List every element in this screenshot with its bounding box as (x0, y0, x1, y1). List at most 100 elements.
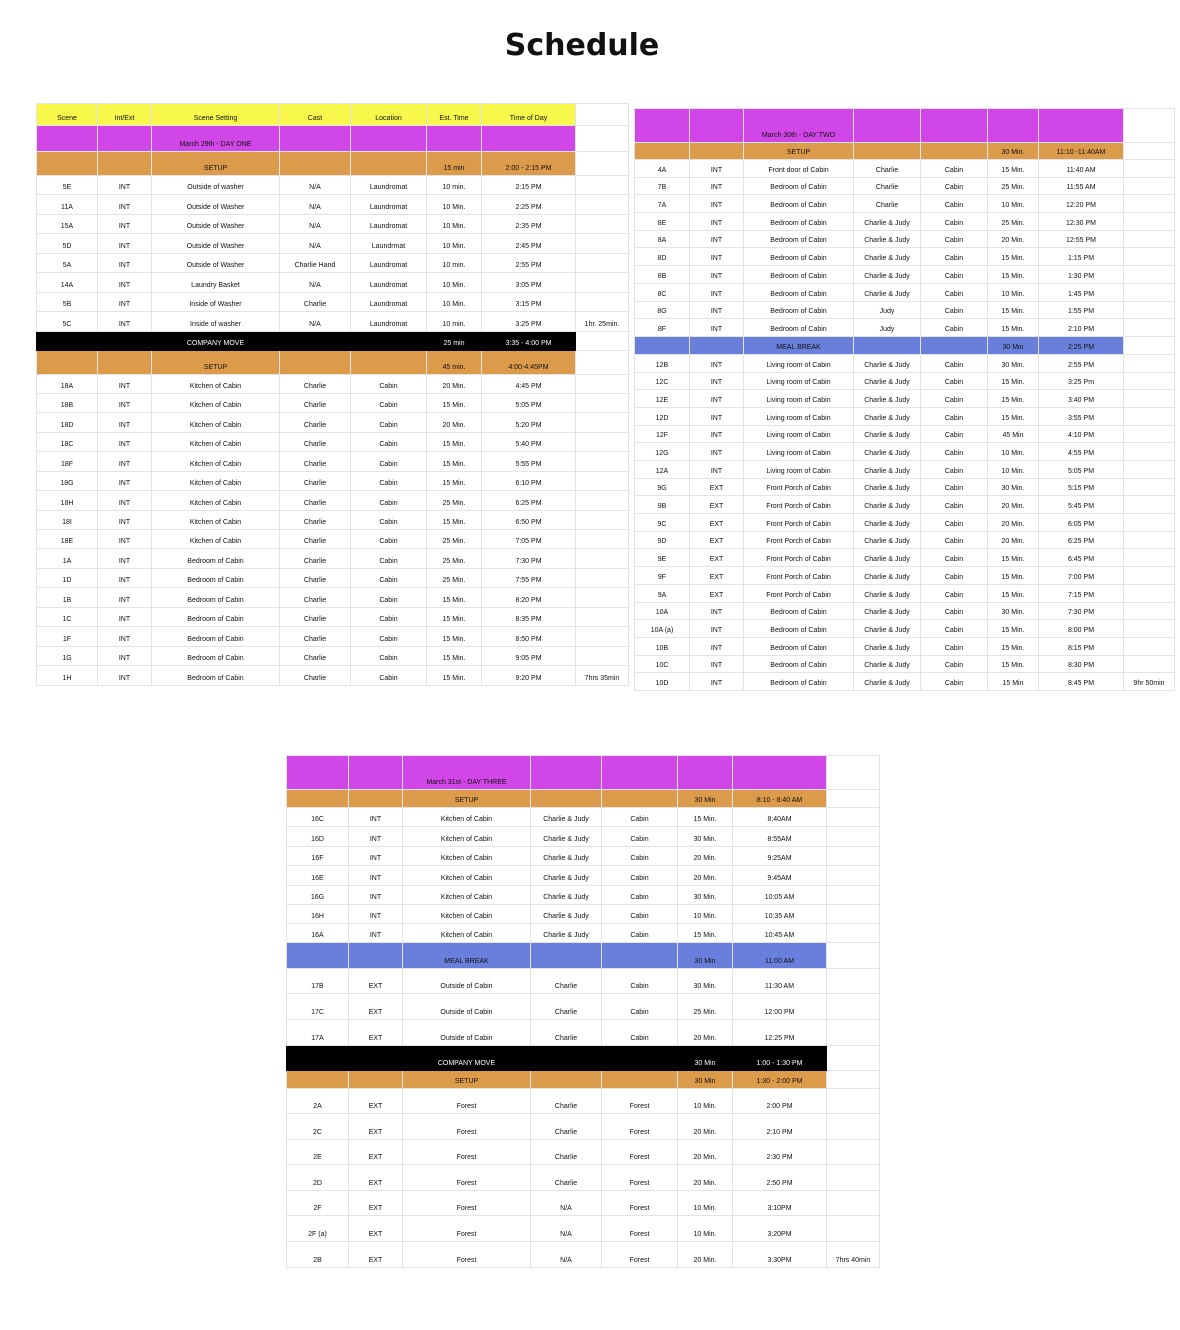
empty-cell (732, 755, 827, 790)
scene-setting: Bedroom of Cabin (151, 626, 280, 647)
cast: Charlie (530, 993, 602, 1020)
setup-label: SETUP (151, 151, 280, 176)
location: Cabin (350, 392, 427, 414)
scene-number: 2A (286, 1088, 349, 1114)
time-of-day: 2:10 PM (732, 1113, 827, 1140)
scene-setting: Bedroom of Cabin (743, 619, 854, 638)
scene-number: 12B (634, 353, 690, 373)
table-row: 8A INT Bedroom of Cabin Charlie & Judy Cabin… (634, 229, 1175, 249)
cast: Charlie (530, 1164, 602, 1191)
day-total: 9hr 50min (1123, 672, 1175, 691)
empty-cell (826, 993, 880, 1020)
cast: N/A (530, 1190, 602, 1216)
int-ext: INT (348, 923, 403, 943)
cast: Charlie & Judy (530, 807, 602, 827)
location: Cabin (350, 665, 427, 686)
cast: Charlie & Judy (853, 371, 921, 391)
empty-cell (575, 103, 629, 126)
int-ext: EXT (689, 477, 744, 497)
scene-setting: Forest (402, 1088, 531, 1114)
location: Cabin (920, 265, 988, 284)
location: Forest (601, 1241, 678, 1268)
table-row: 7B INT Bedroom of Cabin Charlie Cabin 25 Min.… (634, 176, 1175, 196)
time-of-day: 4:55 PM (1038, 442, 1124, 461)
location: Cabin (601, 865, 678, 886)
location: Cabin (920, 159, 988, 178)
time-of-day: 11:00 AM (732, 942, 827, 969)
location: Forest (601, 1113, 678, 1140)
table-row: 8B INT Bedroom of Cabin Charlie & Judy Cabin… (634, 265, 1175, 284)
est-time: 15 Min. (987, 566, 1039, 585)
scene-number: 12A (634, 460, 690, 479)
location: Cabin (350, 626, 427, 647)
cast: Charlie (279, 509, 351, 531)
column-header: Time of Day (481, 103, 576, 126)
table-row: 18C INT Kitchen of Cabin Charlie Cabin 15 Min… (36, 431, 629, 453)
scene-number: 1D (36, 567, 98, 589)
time-of-day: 8:00 PM (1038, 619, 1124, 638)
empty-cell (575, 431, 629, 453)
location: Cabin (350, 509, 427, 531)
empty-cell (826, 789, 880, 808)
location: Cabin (350, 606, 427, 628)
time-of-day: 1:15 PM (1038, 247, 1124, 267)
est-time: 15 min (426, 151, 482, 176)
est-time: 20 Min. (677, 1241, 733, 1268)
table-row: 9F EXT Front Porch of Cabin Charlie & Judy C… (634, 566, 1175, 585)
empty-cell (689, 142, 744, 160)
location: Cabin (920, 353, 988, 373)
table-row: 12B INT Living room of Cabin Charlie & Judy… (634, 353, 1175, 373)
day-label: March 29th - DAY ONE (151, 125, 280, 152)
time-of-day: 3:55 PM (1038, 406, 1124, 426)
setup-label: SETUP (743, 142, 854, 160)
int-ext: INT (689, 353, 744, 373)
cast: Charlie (279, 412, 351, 433)
location: Cabin (920, 583, 988, 603)
table-row: 15A INT Outside of Washer N/A Laundromat 10 M… (36, 213, 629, 235)
empty-cell (1123, 406, 1175, 426)
time-of-day: 5:40 PM (481, 431, 576, 453)
empty-cell (987, 108, 1039, 143)
scene-setting: Kitchen of Cabin (402, 846, 531, 866)
time-of-day: 12:55 PM (1038, 229, 1124, 249)
location: Cabin (350, 373, 427, 394)
scene-setting: Bedroom of Cabin (743, 636, 854, 656)
scene-setting: Laundry Basket (151, 272, 280, 293)
table-row: 18B INT Kitchen of Cabin Charlie Cabin 15 Min… (36, 392, 629, 414)
scene-number: 1C (36, 606, 98, 628)
time-of-day: 2:10 PM (1038, 318, 1124, 337)
cast: Charlie (279, 451, 351, 472)
cast: Charlie (279, 373, 351, 394)
est-time: 10 Min. (677, 1190, 733, 1216)
empty-cell (826, 1045, 880, 1071)
scene-number: 10B (634, 636, 690, 656)
empty-cell (530, 1070, 602, 1089)
int-ext: INT (689, 247, 744, 267)
empty-cell (1123, 353, 1175, 373)
empty-cell (575, 291, 629, 313)
int-ext: INT (689, 636, 744, 656)
scene-setting: Kitchen of Cabin (402, 923, 531, 943)
est-time: 25 Min. (426, 490, 482, 511)
table-row: 5B INT Inside of Washer Charlie Laundromat 10… (36, 291, 629, 313)
int-ext: INT (97, 606, 152, 628)
est-time: 30 Min (677, 1070, 733, 1089)
int-ext: INT (97, 548, 152, 569)
setup-label: SETUP (402, 789, 531, 808)
scene-number: 17C (286, 993, 349, 1020)
est-time: 15 Min. (987, 654, 1039, 674)
table-row: 10A INT Bedroom of Cabin Charlie & Judy Cabi… (634, 601, 1175, 621)
empty-cell (575, 567, 629, 589)
empty-cell (575, 194, 629, 215)
empty-cell (1123, 530, 1175, 550)
time-of-day: 1:45 PM (1038, 282, 1124, 302)
time-of-day: 7:00 PM (1038, 566, 1124, 585)
scene-number: 2B (286, 1241, 349, 1268)
scene-setting: Bedroom of Cabin (743, 194, 854, 214)
int-ext: INT (97, 392, 152, 414)
time-of-day: 1:30 PM (1038, 265, 1124, 284)
est-time: 15 Min. (426, 392, 482, 414)
cast: Charlie (853, 176, 921, 196)
meal-row: MEAL BREAK 30 Min 11:00 AM (286, 942, 880, 969)
location: Cabin (920, 548, 988, 568)
